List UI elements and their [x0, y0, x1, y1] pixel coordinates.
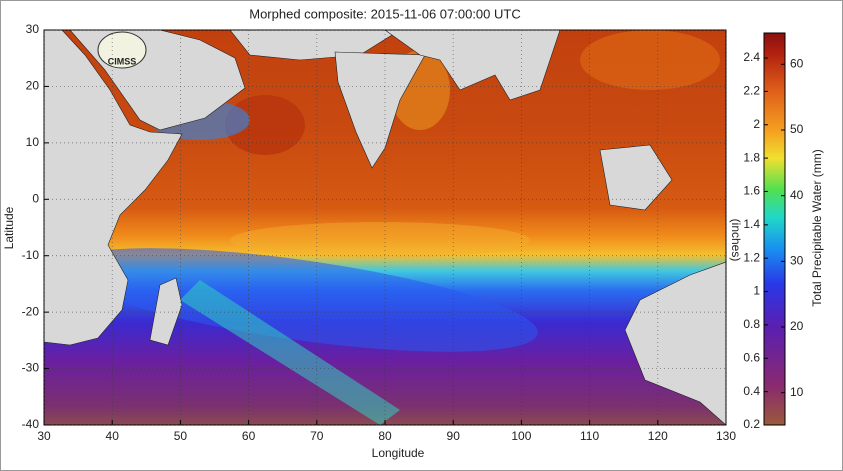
colorbar-mm-label: 50 — [790, 122, 804, 136]
colorbar-inch-label: 1.4 — [743, 217, 760, 231]
land — [44, 30, 726, 425]
colorbar-mm-label: 60 — [790, 56, 804, 70]
colorbar-inch-label: 0.2 — [743, 417, 760, 431]
colorbar-inch-label: 1.8 — [743, 150, 760, 164]
x-tick-label: 130 — [716, 429, 736, 443]
y-tick-label: 0 — [32, 191, 39, 205]
x-tick-label: 30 — [37, 429, 51, 443]
colorbar-inch-label: 1.6 — [743, 184, 760, 198]
y-tick-label: -40 — [22, 417, 40, 431]
colorbar-inch-label: 0.4 — [743, 384, 760, 398]
colorbar-inch-label: 1.2 — [743, 250, 760, 264]
colorbar-mm-label: 40 — [790, 188, 804, 202]
x-tick-label: 110 — [580, 429, 599, 443]
x-tick-label: 90 — [447, 429, 461, 443]
x-tick-label: 60 — [242, 429, 256, 443]
colorbar-inch-label: 0.8 — [743, 317, 760, 331]
y-tick-label: -30 — [22, 361, 40, 375]
x-tick-label: 70 — [310, 429, 324, 443]
x-tick-label: 40 — [106, 429, 120, 443]
colorbar-mm-label: 20 — [790, 319, 804, 333]
colorbar-mm-label: 30 — [790, 254, 804, 268]
logo: CIMSS — [97, 31, 147, 69]
colorbar-left-label: (inches) — [729, 219, 743, 262]
colorbar-inch-label: 2.4 — [743, 50, 760, 64]
colorbar-inch-label: 2 — [753, 117, 760, 131]
colorbar-mm-label: 10 — [790, 385, 804, 399]
x-tick-label: 50 — [174, 429, 188, 443]
colorbar-inch-label: 0.6 — [743, 350, 760, 364]
y-tick-label: -20 — [22, 304, 40, 318]
y-tick-label: 10 — [26, 135, 40, 149]
colorbar-inch-label: 1 — [753, 284, 760, 298]
colorbar-right-label: Total Precipitable Water (mm) — [810, 149, 824, 307]
y-axis-label: Latitude — [2, 206, 16, 249]
x-tick-label: 120 — [648, 429, 668, 443]
colorbar-inch-label: 2.2 — [743, 84, 760, 98]
x-axis-label: Longitude — [372, 446, 425, 460]
x-tick-label: 100 — [511, 429, 531, 443]
colorbar — [763, 32, 786, 426]
y-tick-label: -10 — [22, 248, 40, 262]
x-tick-label: 80 — [378, 429, 392, 443]
logo-text: CIMSS — [108, 56, 137, 66]
title: Morphed composite: 2015-11-06 07:00:00 U… — [249, 6, 520, 21]
y-tick-label: 20 — [26, 79, 40, 93]
y-tick-label: 30 — [26, 22, 40, 36]
